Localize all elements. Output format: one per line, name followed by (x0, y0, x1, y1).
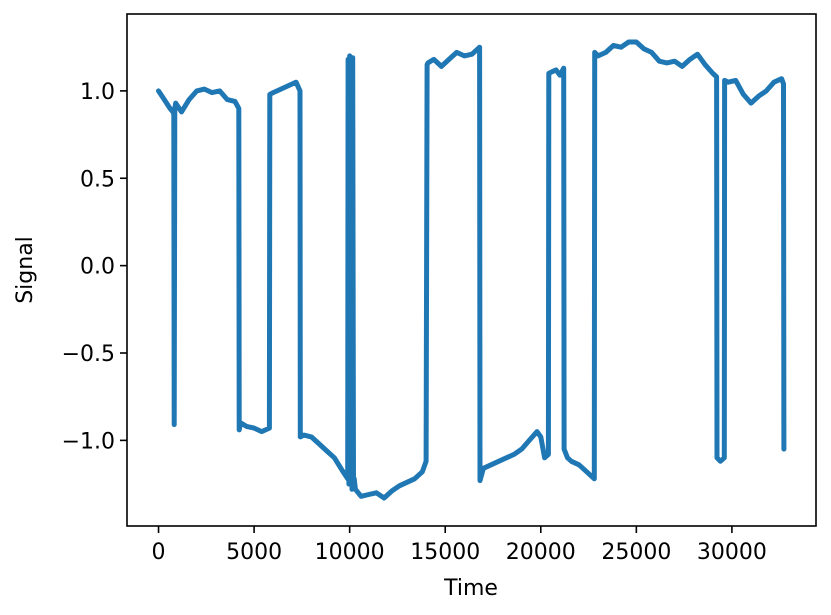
y-tick-label: −0.5 (62, 342, 115, 367)
y-tick-label: −1.0 (62, 429, 115, 454)
x-tick-label: 20000 (506, 540, 576, 565)
y-tick-label: 0.0 (80, 255, 115, 280)
x-tick-label: 0 (152, 540, 166, 565)
x-tick-label: 15000 (410, 540, 480, 565)
x-axis-ticks: 0 5000 10000 15000 20000 25000 30000 (152, 526, 767, 565)
x-axis-label: Time (443, 576, 498, 601)
data-layer (156, 39, 787, 501)
y-axis-label: Signal (13, 236, 38, 304)
y-tick-label: 1.0 (80, 80, 115, 105)
series-line (156, 39, 787, 501)
x-tick-label: 30000 (697, 540, 767, 565)
y-axis-ticks: 1.0 0.5 0.0 −0.5 −1.0 (62, 80, 127, 454)
x-tick-label: 10000 (315, 540, 385, 565)
x-tick-label: 5000 (226, 540, 282, 565)
x-tick-label: 25000 (601, 540, 671, 565)
y-tick-label: 0.5 (80, 167, 115, 192)
plot-background (127, 14, 816, 526)
plot-frame (126, 13, 817, 527)
